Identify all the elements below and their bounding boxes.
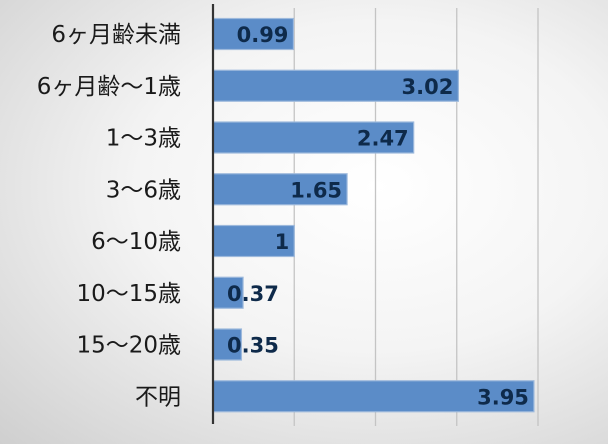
bar [212,121,415,154]
category-label: 15～20歳 [76,333,181,359]
category-label: 6ヶ月齢未満 [51,22,181,48]
data-label: 1.65 [290,178,342,202]
category-label: 6ヶ月齢～1歳 [37,74,181,100]
category-label: 不明 [135,384,181,410]
bar [212,380,535,413]
category-label: 1～3歳 [106,126,181,152]
bar [212,69,459,102]
bar [212,17,295,51]
category-label: 3～6歳 [106,177,181,203]
data-label: 2.47 [357,127,409,151]
data-label: 0.35 [227,334,279,358]
data-label: 0.37 [227,282,279,306]
category-label: 6～10歳 [91,229,181,255]
data-label: 3.95 [477,385,529,409]
category-label: 10～15歳 [76,281,181,307]
data-label: 1 [275,230,290,254]
data-label: 3.02 [402,75,454,99]
data-label: 0.99 [237,23,289,47]
bar [212,328,243,361]
